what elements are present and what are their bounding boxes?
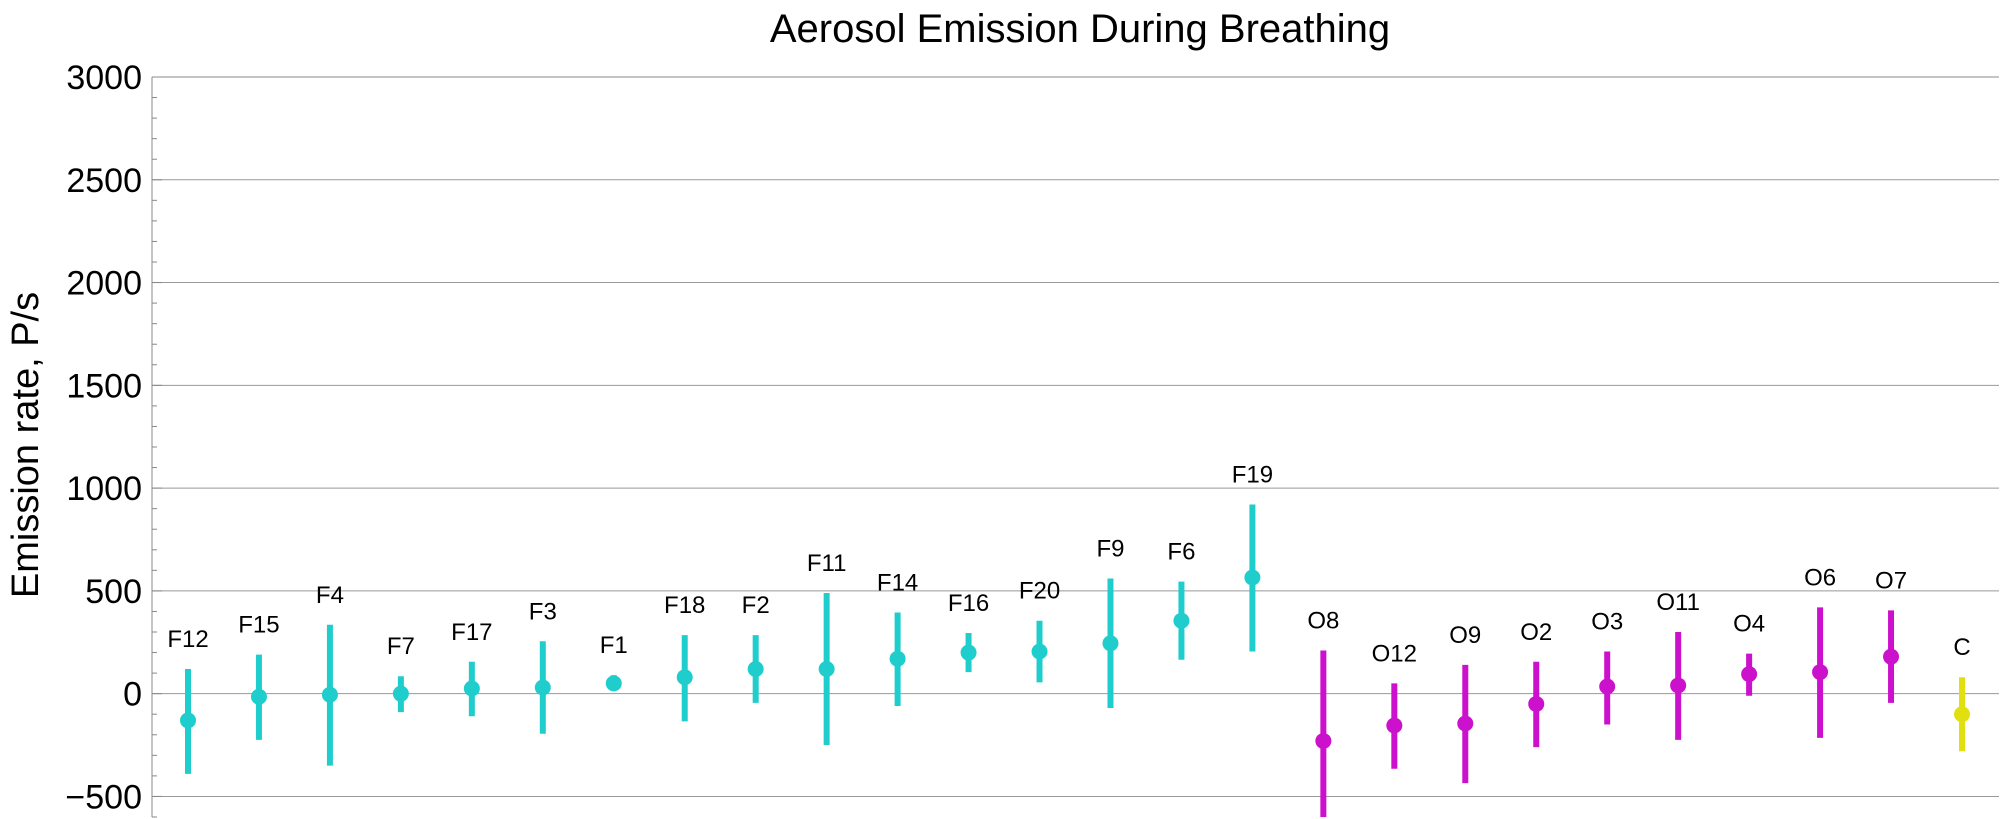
point-label: O3 <box>1591 609 1623 636</box>
point-marker <box>1670 677 1687 694</box>
data-point-f2: F2 <box>742 592 770 703</box>
point-marker <box>889 650 906 667</box>
data-point-f15: F15 <box>238 612 280 740</box>
point-label: F16 <box>948 590 989 617</box>
point-marker <box>180 712 196 729</box>
y-tick-labels: −500 0 500 1000 1500 2000 2500 3000 <box>65 59 142 816</box>
data-point-o6: O6 <box>1804 564 1836 738</box>
y-tick-label: 3000 <box>66 59 142 97</box>
point-label: C <box>1953 634 1970 661</box>
point-marker <box>1315 732 1332 749</box>
point-marker <box>818 661 835 677</box>
point-marker <box>250 688 267 705</box>
point-marker <box>534 679 551 696</box>
grid-lines <box>152 76 1999 797</box>
point-label: F4 <box>316 582 344 609</box>
point-label: O8 <box>1307 608 1339 635</box>
point-marker <box>747 661 764 677</box>
point-marker <box>321 686 338 703</box>
point-marker <box>463 680 480 697</box>
chart-title: Aerosol Emission During Breathing <box>770 7 1390 51</box>
data-point-f12: F12 <box>167 626 209 774</box>
point-label: F17 <box>451 619 492 646</box>
point-marker <box>1883 648 1900 665</box>
point-marker <box>1173 612 1190 629</box>
y-tick-label: 1000 <box>66 470 142 508</box>
data-point-f11: F11 <box>807 550 847 746</box>
point-label: F20 <box>1019 578 1060 605</box>
data-point-f19: F19 <box>1232 462 1273 652</box>
y-axis-label: Emission rate, P/s <box>5 292 47 598</box>
point-label: F9 <box>1096 536 1124 563</box>
point-marker <box>1244 569 1261 586</box>
point-label: O6 <box>1804 564 1836 591</box>
data-point-f14: F14 <box>877 569 918 706</box>
data-point-f17: F17 <box>451 619 493 717</box>
data-point-o4: O4 <box>1733 611 1765 696</box>
point-marker <box>392 685 409 702</box>
point-marker <box>1528 695 1545 712</box>
point-label: F14 <box>877 569 918 596</box>
point-label: F15 <box>238 612 279 639</box>
data-point-f3: F3 <box>529 598 557 734</box>
point-marker <box>1812 664 1829 681</box>
point-label: F18 <box>664 592 705 619</box>
y-tick-label: 1500 <box>66 367 142 405</box>
axes <box>151 76 1999 818</box>
point-marker <box>1102 635 1119 652</box>
point-label: O12 <box>1372 640 1417 667</box>
data-point-o7: O7 <box>1875 567 1907 703</box>
point-marker <box>676 669 693 686</box>
data-point-f6: F6 <box>1167 539 1195 660</box>
point-label: F19 <box>1232 462 1273 489</box>
data-point-o12: O12 <box>1372 640 1417 769</box>
point-label: O9 <box>1449 622 1481 649</box>
point-marker <box>1741 666 1758 683</box>
data-point-c: C <box>1953 634 1971 752</box>
point-marker <box>960 644 977 661</box>
point-marker <box>1954 706 1970 723</box>
point-marker <box>1386 717 1403 734</box>
data-point-o11: O11 <box>1656 589 1700 740</box>
y-tick-label: 500 <box>85 573 142 611</box>
data-point-f1: F1 <box>600 632 628 692</box>
data-point-f9: F9 <box>1096 536 1124 709</box>
point-marker <box>1457 715 1474 732</box>
data-point-f20: F20 <box>1019 578 1060 683</box>
point-label: O2 <box>1520 619 1552 646</box>
point-label: O4 <box>1733 611 1765 638</box>
data-point-f7: F7 <box>387 633 415 713</box>
point-marker <box>1599 678 1616 695</box>
data-point-o8: O8 <box>1307 608 1339 817</box>
point-label: O7 <box>1875 567 1907 594</box>
point-label: F7 <box>387 633 415 660</box>
point-marker <box>605 675 622 692</box>
point-label: O11 <box>1656 589 1700 616</box>
data-point-f4: F4 <box>316 582 344 766</box>
point-label: F2 <box>742 592 770 619</box>
data-points: F12 F15 F4 F7 F17 F3 F1 F18 F2 F11 F14 F16 F20 F9 F6 F1… <box>167 462 1971 817</box>
y-tick-label: −500 <box>65 778 142 816</box>
data-point-f16: F16 <box>948 590 989 673</box>
y-tick-label: 2000 <box>66 265 142 303</box>
point-marker <box>1031 643 1048 660</box>
y-tick-label: 2500 <box>66 162 142 200</box>
point-label: F6 <box>1167 539 1195 566</box>
point-label: F3 <box>529 598 557 625</box>
point-label: F1 <box>600 632 628 659</box>
point-label: F11 <box>807 550 847 577</box>
data-point-o9: O9 <box>1449 622 1481 784</box>
data-point-o2: O2 <box>1520 619 1552 748</box>
data-point-f18: F18 <box>664 592 705 722</box>
y-tick-label: 0 <box>123 676 142 714</box>
data-point-o3: O3 <box>1591 609 1623 725</box>
point-label: F12 <box>167 626 208 653</box>
